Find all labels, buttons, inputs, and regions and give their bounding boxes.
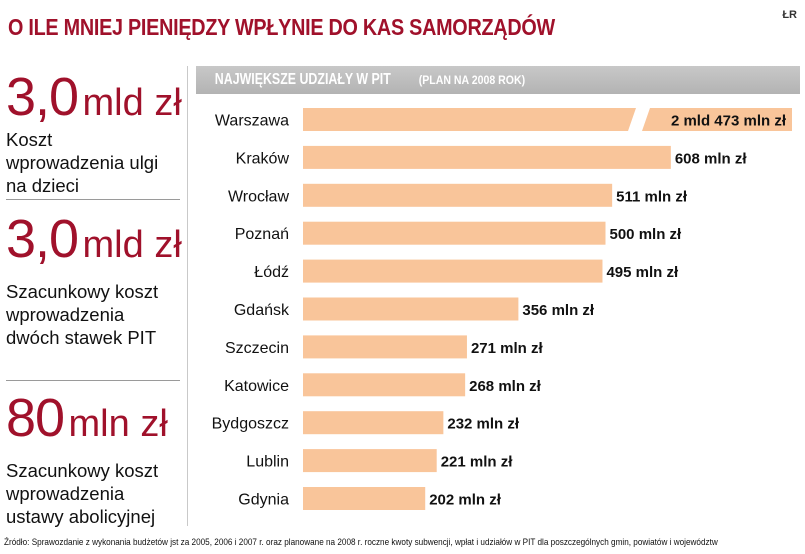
category-label-krako-w: Kraków bbox=[236, 150, 290, 167]
value-label-bydgoszcz: 232 mln zł bbox=[447, 416, 520, 433]
author-credit: ŁR bbox=[782, 9, 797, 21]
value-label-gdynia: 202 mln zł bbox=[429, 492, 502, 509]
infographic-title: O ILE MNIEJ PIENIĘDZY WPŁYNIE DO KAS SAM… bbox=[8, 14, 555, 40]
value-label-lublin: 221 mln zł bbox=[441, 454, 514, 471]
bar-gdynia bbox=[303, 487, 426, 510]
stat-two-pit-rates: 3,0 mld zł Szacunkowy koszt wprowadzenia… bbox=[6, 209, 182, 381]
category-label-lublin: Lublin bbox=[246, 454, 289, 471]
category-label-warszawa: Warszawa bbox=[215, 113, 289, 130]
value-label--o-dz-: 495 mln zł bbox=[606, 264, 679, 281]
stat-unit: mln zł bbox=[68, 403, 168, 445]
chart-header: NAJWIĘKSZE UDZIAŁY W PIT (PLAN NA 2008 R… bbox=[196, 66, 800, 94]
bar-katowice bbox=[303, 373, 466, 397]
stat-number: 3,0 bbox=[6, 67, 79, 127]
stats-panel: 3,0 mld zł Koszt wprowadzenia ulgi na dz… bbox=[6, 66, 182, 553]
stat-description: Szacunkowy koszt wprowadzenia dwóch staw… bbox=[6, 281, 159, 348]
category-label--o-dz-: Łódź bbox=[254, 264, 289, 281]
bar-lublin bbox=[303, 449, 437, 473]
bar-warszawa bbox=[303, 108, 636, 131]
value-label-poznan-: 500 mln zł bbox=[610, 226, 683, 243]
bar-wroc-aw bbox=[303, 183, 613, 207]
category-label-gdan-sk: Gdańsk bbox=[234, 302, 290, 319]
chart-subtitle: (PLAN NA 2008 ROK) bbox=[418, 73, 526, 87]
stat-description: Koszt wprowadzenia ulgi na dzieci bbox=[6, 129, 159, 196]
stat-unit: mld zł bbox=[82, 224, 182, 266]
category-label-katowice: Katowice bbox=[224, 378, 289, 395]
category-label-bydgoszcz: Bydgoszcz bbox=[212, 416, 289, 433]
value-label-gdan-sk: 356 mln zł bbox=[522, 302, 595, 319]
category-label-gdynia: Gdynia bbox=[238, 492, 289, 509]
stat-number: 80 bbox=[6, 388, 65, 448]
bar--o-dz- bbox=[303, 259, 603, 283]
category-label-poznan-: Poznań bbox=[235, 226, 289, 243]
panel-divider bbox=[187, 66, 188, 526]
stat-abolition-act: 80 mln zł Szacunkowy koszt wprowadzenia … bbox=[6, 391, 180, 553]
category-label-szczecin: Szczecin bbox=[225, 340, 289, 357]
value-label-wroc-aw: 511 mln zł bbox=[616, 188, 688, 205]
stat-description: Szacunkowy koszt wprowadzenia ustawy abo… bbox=[6, 460, 159, 527]
value-label-warszawa: 2 mld 473 mln zł bbox=[671, 113, 787, 130]
stat-unit: mld zł bbox=[82, 82, 182, 124]
value-label-szczecin: 271 mln zł bbox=[471, 340, 544, 357]
bar-warszawa-continuation bbox=[642, 108, 792, 131]
category-label-wroc-aw: Wrocław bbox=[228, 188, 289, 205]
bar-bydgoszcz bbox=[303, 411, 444, 435]
stat-child-relief: 3,0 mld zł Koszt wprowadzenia ulgi na dz… bbox=[6, 67, 182, 200]
value-label-katowice: 268 mln zł bbox=[469, 378, 542, 395]
stat-number: 3,0 bbox=[6, 209, 79, 269]
bar-szczecin bbox=[303, 335, 467, 359]
bar-gdan-sk bbox=[303, 297, 519, 321]
chart-title: NAJWIĘKSZE UDZIAŁY W PIT bbox=[214, 71, 391, 88]
source-note: Źródło: Sprawozdanie z wykonania budżetó… bbox=[4, 537, 718, 548]
bar-poznan- bbox=[303, 221, 606, 245]
value-label-krako-w: 608 mln zł bbox=[675, 150, 748, 167]
bar-krako-w bbox=[303, 145, 671, 169]
